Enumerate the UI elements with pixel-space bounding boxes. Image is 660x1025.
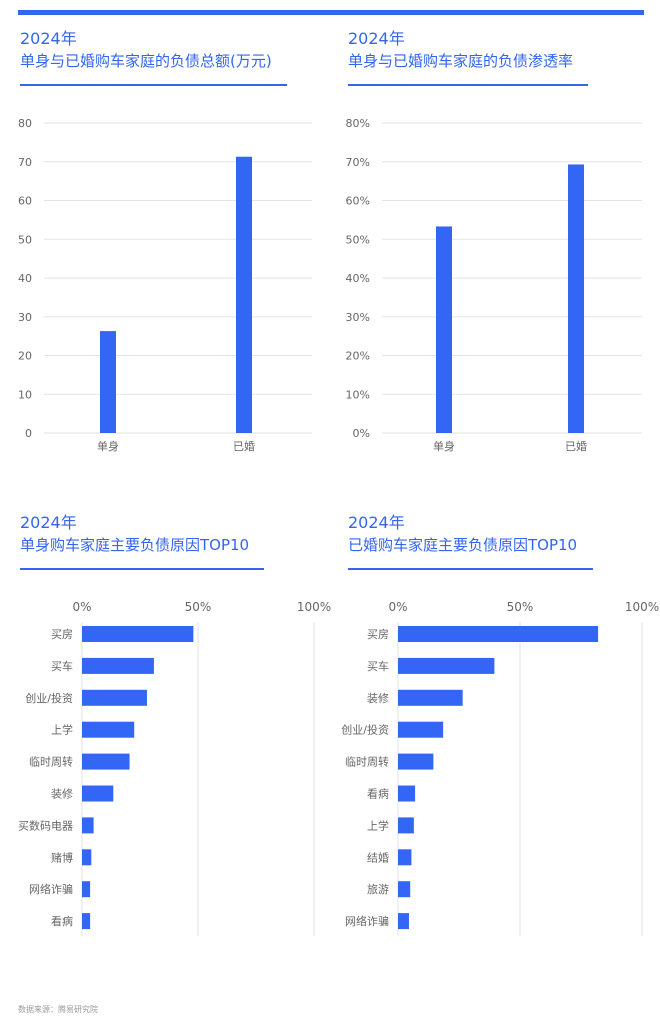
chart2-y-tick-label: 20%: [346, 350, 370, 363]
chart4-bar-5: [398, 785, 416, 802]
chart4-title-block: 2024年 已婚购车家庭主要负债原因TOP10: [348, 512, 577, 556]
chart4-bar-6: [398, 817, 414, 834]
chart4-category-label: 上学: [367, 818, 389, 832]
chart4-title: 2024年: [348, 513, 405, 532]
chart3-category-label: 装修: [51, 787, 73, 801]
chart2-bar-1: [568, 164, 584, 433]
chart3-bar-6: [82, 817, 94, 834]
chart2-subtitle: 单身与已婚购车家庭的负债渗透率: [348, 52, 574, 70]
chart2-x-category-label: 已婚: [565, 439, 587, 453]
chart4-subtitle: 已婚购车家庭主要负债原因TOP10: [348, 536, 578, 554]
chart2-title-block: 2024年 单身与已婚购车家庭的负债渗透率: [348, 28, 573, 72]
chart4-bar-8: [398, 881, 411, 898]
chart4-category-label: 买房: [367, 628, 389, 641]
chart4-category-label: 买车: [367, 659, 389, 673]
chart1-y-tick-label: 80: [18, 117, 32, 130]
chart4-bar-2: [398, 689, 463, 706]
chart4-x-tick-label: 0%: [388, 600, 407, 614]
chart3-bar-1: [82, 657, 154, 674]
chart3-category-label: 临时周转: [29, 755, 73, 769]
chart1-bar-1: [236, 156, 252, 433]
chart3-category-label: 看病: [51, 914, 73, 928]
chart3-category-label: 赌博: [51, 850, 73, 864]
chart3-category-label: 上学: [51, 723, 73, 737]
chart2-y-tick-label: 80%: [346, 117, 370, 130]
chart4-category-label: 旅游: [367, 882, 389, 896]
chart1-y-tick-label: 10: [18, 388, 32, 401]
chart2-title: 2024年: [348, 29, 405, 48]
chart3-bar-7: [82, 849, 92, 866]
chart1-x-category-label: 已婚: [233, 439, 255, 453]
chart4-bar-7: [398, 849, 412, 866]
chart4-bar-9: [398, 913, 409, 930]
chart3-category-label: 买房: [51, 628, 73, 641]
chart3-title-rule: [20, 568, 264, 570]
chart1-title-rule: [20, 84, 287, 86]
chart4-bar-3: [398, 721, 444, 738]
chart3-bar-2: [82, 689, 147, 706]
chart2-x-category-label: 单身: [433, 439, 455, 453]
chart1-bar-0: [100, 331, 116, 433]
chart1-y-tick-label: 30: [18, 311, 32, 324]
chart3-bar-8: [82, 881, 91, 898]
chart4-category-label: 装修: [367, 691, 389, 705]
chart2-y-tick-label: 70%: [346, 156, 370, 169]
chart4-category-label: 网络诈骗: [345, 914, 389, 928]
chart4-category-label: 临时周转: [345, 755, 389, 769]
chart3-bar-9: [82, 913, 91, 930]
chart3-category-label: 买数码电器: [18, 819, 73, 832]
chart3-category-label: 买车: [51, 659, 73, 673]
chart3-x-tick-label: 50%: [185, 600, 212, 614]
chart4-bar-1: [398, 657, 495, 674]
chart4-category-label: 看病: [367, 787, 389, 801]
chart2-y-tick-label: 50%: [346, 233, 370, 246]
chart4-x-tick-label: 50%: [507, 600, 534, 614]
chart1-x-category-label: 单身: [97, 439, 119, 453]
chart2-y-tick-label: 10%: [346, 388, 370, 401]
chart4-category-label: 创业/投资: [341, 723, 389, 737]
chart3-bar-4: [82, 753, 130, 770]
chart3-x-tick-label: 100%: [297, 600, 331, 614]
chart4-category-label: 结婚: [367, 850, 389, 864]
chart1-title: 2024年: [20, 29, 77, 48]
chart3-title: 2024年: [20, 513, 77, 532]
chart1-y-tick-label: 50: [18, 233, 32, 246]
chart1-y-tick-label: 40: [18, 272, 32, 285]
chart2-title-rule: [348, 84, 588, 86]
chart1-y-tick-label: 60: [18, 195, 32, 208]
chart2-y-tick-label: 0%: [353, 427, 370, 440]
chart1-subtitle: 单身与已婚购车家庭的负债总额(万元): [20, 52, 272, 70]
chart3-title-block: 2024年 单身购车家庭主要负债原因TOP10: [20, 512, 249, 556]
chart3-bar-3: [82, 721, 135, 738]
chart2-y-tick-label: 40%: [346, 272, 370, 285]
chart3-category-label: 创业/投资: [25, 691, 73, 705]
chart4-title-rule: [348, 568, 593, 570]
chart3-subtitle: 单身购车家庭主要负债原因TOP10: [20, 536, 250, 554]
chart3-bar-5: [82, 785, 114, 802]
chart2-y-tick-label: 30%: [346, 311, 370, 324]
chart4-x-tick-label: 100%: [625, 600, 659, 614]
chart4-bar-4: [398, 753, 434, 770]
chart2-y-tick-label: 60%: [346, 195, 370, 208]
chart4-bar-0: [398, 626, 599, 642]
chart1-y-tick-label: 0: [25, 427, 32, 440]
chart3-category-label: 网络诈骗: [29, 882, 73, 896]
chart1-title-block: 2024年 单身与已婚购车家庭的负债总额(万元): [20, 28, 272, 72]
chart2-bar-0: [436, 226, 452, 433]
chart1-y-tick-label: 70: [18, 156, 32, 169]
chart3-bar-0: [82, 626, 194, 642]
data-source-note: 数据来源：腾易研究院: [18, 1005, 98, 1014]
chart3-x-tick-label: 0%: [72, 600, 91, 614]
chart1-y-tick-label: 20: [18, 350, 32, 363]
top-accent-bar: [18, 10, 644, 15]
